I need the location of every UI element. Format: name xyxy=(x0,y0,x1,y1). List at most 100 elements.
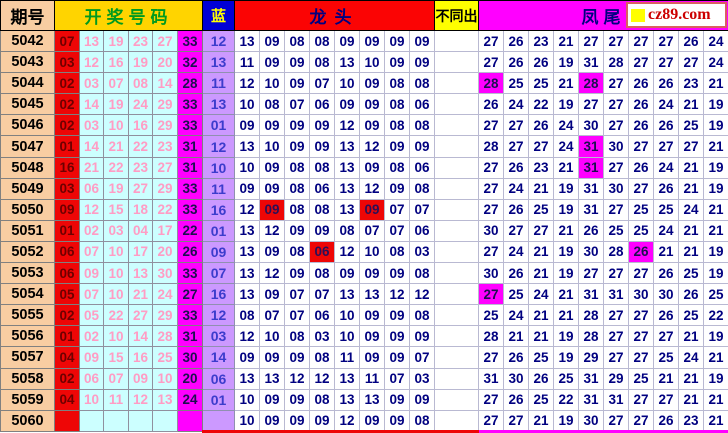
phoenix-cell: 21 xyxy=(678,93,705,116)
phoenix-cell: 19 xyxy=(703,262,728,285)
dragon-cell: 09 xyxy=(234,114,261,137)
table-row: 5044 02 03 07 08 14 28 11 12 10 09 07 10 09 08 08 28 25 25… xyxy=(0,72,728,95)
issue-cell: 5046 xyxy=(0,114,55,137)
phoenix-cell: 21 xyxy=(678,219,705,242)
phoenix-cell: 27 xyxy=(628,346,655,369)
dragon-cell: 09 xyxy=(284,72,311,95)
issue-cell: 5057 xyxy=(0,346,55,369)
phoenix-cell: 25 xyxy=(628,198,655,221)
phoenix-cell: 26 xyxy=(628,114,655,137)
phoenix-cell: 27 xyxy=(628,135,655,158)
dragon-cell: 09 xyxy=(384,262,411,285)
blue-cell: 16 xyxy=(202,283,236,306)
blue-cell: 13 xyxy=(202,93,236,116)
phoenix-cell: 31 xyxy=(578,198,605,221)
diff-cell xyxy=(434,388,480,411)
dragon-cell: 08 xyxy=(284,240,311,264)
phoenix-cell: 26 xyxy=(653,72,680,95)
ball-cell: 29 xyxy=(152,114,178,137)
phoenix-cell: 24 xyxy=(678,346,705,369)
dragon-cell: 08 xyxy=(409,409,436,433)
phoenix-cell: 26 xyxy=(503,388,530,411)
blue-cell: 07 xyxy=(202,262,236,285)
phoenix-cell: 30 xyxy=(578,409,605,433)
phoenix-cell: 27 xyxy=(603,114,630,137)
phoenix-cell: 27 xyxy=(603,346,630,369)
dragon-cell: 10 xyxy=(234,93,261,116)
ball-first-cell: 06 xyxy=(54,240,80,264)
issue-cell: 5045 xyxy=(0,93,55,116)
ball-cell: 12 xyxy=(79,198,104,221)
phoenix-cell: 30 xyxy=(578,114,605,137)
phoenix-cell: 24 xyxy=(553,135,580,158)
phoenix-cell: 19 xyxy=(703,325,728,348)
phoenix-cell: 28 xyxy=(578,304,605,327)
dragon-cell: 13 xyxy=(334,367,361,390)
phoenix-cell: 27 xyxy=(478,156,505,179)
phoenix-cell: 24 xyxy=(703,29,728,53)
phoenix-cell: 30 xyxy=(628,283,655,306)
dragon-cell: 13 xyxy=(334,283,361,306)
dragon-cell: 08 xyxy=(309,51,336,74)
dragon-cell: 03 xyxy=(409,367,436,390)
dragon-cell: 08 xyxy=(259,93,286,116)
phoenix-cell: 27 xyxy=(603,304,630,327)
phoenix-cell: 21 xyxy=(553,304,580,327)
header-row: 期号 开奖号码 蓝 龙头 不同出 凤尾 xyxy=(0,0,728,31)
dragon-cell: 11 xyxy=(234,51,261,74)
ball-cell: 10 xyxy=(103,283,129,306)
ball-tail-cell: 33 xyxy=(176,93,204,116)
ball-first-cell: 01 xyxy=(54,219,80,242)
dragon-cell: 10 xyxy=(334,304,361,327)
dragon-cell: 07 xyxy=(309,72,336,95)
phoenix-cell: 27 xyxy=(478,29,505,53)
phoenix-cell: 21 xyxy=(528,262,555,285)
ball-first-cell: 03 xyxy=(54,177,80,200)
phoenix-cell: 26 xyxy=(528,367,555,390)
dragon-cell: 09 xyxy=(359,409,386,433)
issue-header: 期号 xyxy=(0,0,55,31)
phoenix-cell: 21 xyxy=(553,156,580,179)
phoenix-cell: 24 xyxy=(503,304,530,327)
phoenix-cell: 27 xyxy=(478,283,505,306)
phoenix-cell: 23 xyxy=(528,29,555,53)
blue-cell xyxy=(202,409,236,433)
phoenix-cell: 30 xyxy=(478,262,505,285)
phoenix-cell: 19 xyxy=(553,262,580,285)
ball-cell: 27 xyxy=(152,156,178,179)
diff-cell xyxy=(434,325,480,348)
ball-cell: 23 xyxy=(128,156,153,179)
dragon-cell: 08 xyxy=(309,388,336,411)
phoenix-cell: 25 xyxy=(553,367,580,390)
blue-cell: 03 xyxy=(202,325,236,348)
blue-cell: 14 xyxy=(202,346,236,369)
dragon-cell: 09 xyxy=(259,51,286,74)
phoenix-cell: 19 xyxy=(703,240,728,264)
diff-cell xyxy=(434,219,480,242)
dragon-cell: 09 xyxy=(284,51,311,74)
phoenix-cell: 26 xyxy=(628,93,655,116)
site-logo[interactable]: cz89.com xyxy=(626,2,727,28)
dragon-cell: 09 xyxy=(359,325,386,348)
phoenix-cell: 31 xyxy=(578,51,605,74)
ball-cell: 30 xyxy=(152,262,178,285)
dragon-cell: 06 xyxy=(409,93,436,116)
phoenix-cell: 21 xyxy=(703,198,728,221)
table-row: 5050 09 12 15 18 22 33 16 12 09 08 08 13 09 07 07 27 26 25… xyxy=(0,198,728,221)
dragon-cell: 08 xyxy=(284,325,311,348)
dragon-cell: 09 xyxy=(384,388,411,411)
phoenix-cell: 27 xyxy=(478,409,505,433)
dragon-cell: 09 xyxy=(384,51,411,74)
table-row: 5060 10 09 09 09 12 09 09 08 27 27 21 19 30 27 27 26 23 21 xyxy=(0,409,728,433)
dragon-cell: 09 xyxy=(284,135,311,158)
phoenix-cell: 27 xyxy=(503,409,530,433)
phoenix-cell: 27 xyxy=(678,51,705,74)
dragon-cell: 06 xyxy=(409,156,436,179)
blue-header: 蓝 xyxy=(202,0,236,31)
dragon-cell: 12 xyxy=(234,72,261,95)
dragon-cell: 09 xyxy=(384,409,411,433)
phoenix-cell: 26 xyxy=(653,304,680,327)
phoenix-cell: 25 xyxy=(653,346,680,369)
dragon-cell: 09 xyxy=(409,29,436,53)
ball-first-cell: 02 xyxy=(54,93,80,116)
